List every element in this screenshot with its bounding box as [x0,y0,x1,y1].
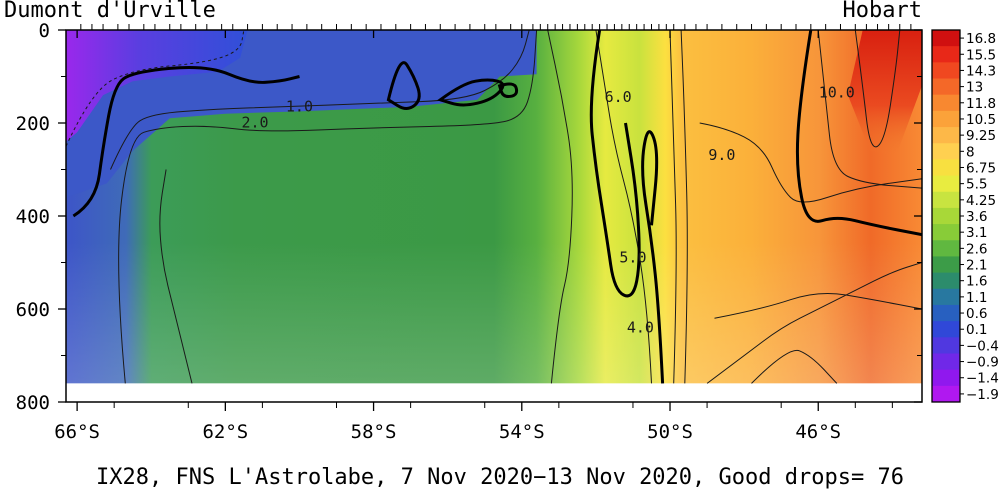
colorbar-label: −0.4 [966,338,999,354]
colorbar-swatch [932,256,960,274]
contour-label: 4.0 [627,318,654,336]
y-tick-label: 600 [16,299,50,321]
colorbar-label: 10.5 [966,112,996,128]
drop-ticks [80,24,912,30]
colorbar-swatch [932,159,960,177]
colorbar-label: 2.1 [966,258,987,274]
isotherm-contours [66,30,922,384]
colorbar-label: 3.6 [966,209,987,225]
cold-surface-core [66,30,248,142]
isotherm-9 [699,122,922,203]
left-station-label: Dumont d'Urville [4,0,216,23]
colorbar-swatch [932,191,960,209]
contour-label: 10.0 [819,83,855,101]
no-data-region [66,383,922,402]
colorbar-label: 6.75 [966,160,996,176]
y-tick-label: 200 [16,113,50,135]
colorbar-label: 1.6 [966,274,987,290]
colorbar-swatch [932,385,960,403]
colorbar-swatch [932,288,960,306]
isotherm-2-inner [159,169,193,384]
colorbar-swatch [932,78,960,96]
x-tick-label: 54°S [499,421,545,443]
isotherm-8 [680,30,688,384]
colorbar-swatch [932,240,960,257]
colorbar-label: −0.9 [966,355,999,371]
colorbar-swatch [932,30,960,47]
colorbar-swatch [932,321,960,338]
isotherm-0-thick [72,65,300,218]
colorbar-label: 4.25 [966,193,996,209]
colorbar-label: 15.5 [966,47,996,63]
isotherm-deep-2 [751,349,838,384]
isotherm-4 [595,30,652,384]
contour-labels: 1.0 2.0 6.0 9.0 10.0 5.0 4.0 [241,83,854,336]
colorbar-label: −1.4 [966,371,999,387]
isotherm-6-thick [589,30,641,298]
chart-caption: IX28, FNS L'Astrolabe, 7 Nov 2020−13 Nov… [96,465,904,490]
contour-label: 1.0 [286,97,313,115]
isotherm-deep-1 [714,293,922,319]
contour-label: 9.0 [708,146,735,164]
x-tick-label: 62°S [202,421,248,443]
colorbar-swatch [932,175,960,193]
x-tick-label: 66°S [54,421,100,443]
colorbar-label: 0.1 [966,322,987,338]
colorbar-swatch [932,110,960,128]
x-tick-label: 58°S [351,421,397,443]
isotherm-9-lower [706,262,922,384]
colorbar-swatch [932,272,960,290]
isotherm-1 [110,30,530,170]
isotherm-7 [669,30,677,384]
colorbar-swatch [932,207,960,225]
colorbar-label: 13 [966,80,983,96]
isotherm-11 [817,30,922,189]
colorbar-swatch [932,143,960,160]
colorbar-label: 3.1 [966,225,987,241]
y-tick-label: 0 [39,20,50,42]
isotherm-2 [118,30,538,384]
colorbar-swatch [932,353,960,371]
y-tick-label: 400 [16,206,50,228]
colorbar-label: −1.9 [966,387,999,403]
colorbar-swatch [932,127,960,144]
isotherm-12 [854,30,901,148]
x-tick-label: 50°S [647,421,693,443]
colorbar-swatch [932,337,960,354]
colorbar-swatch [932,62,960,80]
eddy-1 [386,61,421,110]
right-station-label: Hobart [843,0,922,23]
y-axis: 0 200 400 600 800 [16,20,922,414]
colorbar-label: 1.1 [966,290,987,306]
warm-core [847,30,922,156]
colorbar-swatch [932,94,960,112]
contour-label: 2.0 [241,114,268,132]
colorbar-label: 5.5 [966,177,987,193]
eddy-3 [497,82,519,98]
colorbar-swatch [932,224,960,241]
contour-label: 6.0 [605,88,632,106]
isotherm-5-thick [641,130,665,384]
isotherm-3 [547,30,573,384]
colorbar-label: 9.25 [966,128,996,144]
colorbar-label: 16.8 [966,31,996,47]
isotherm-dashed [66,30,245,147]
colorbar-label: 0.6 [966,306,987,322]
contour-label: 5.0 [619,249,646,267]
colorbar-swatch [932,369,960,387]
temperature-field [66,30,922,402]
colorbar-swatch [932,304,960,322]
colorbar: 16.815.514.31311.810.59.2586.755.54.253.… [931,29,999,403]
colorbar-label: 11.8 [966,96,996,112]
colorbar-swatch [932,46,960,63]
colorbar-label: 14.3 [966,63,996,79]
x-tick-label: 46°S [795,421,841,443]
isotherm-10-thick [795,30,922,237]
colorbar-label: 2.6 [966,241,987,257]
y-tick-label: 800 [16,392,50,414]
colorbar-label: 8 [966,144,975,160]
x-axis: 66°S 62°S 58°S 54°S 50°S 46°S [54,30,893,443]
